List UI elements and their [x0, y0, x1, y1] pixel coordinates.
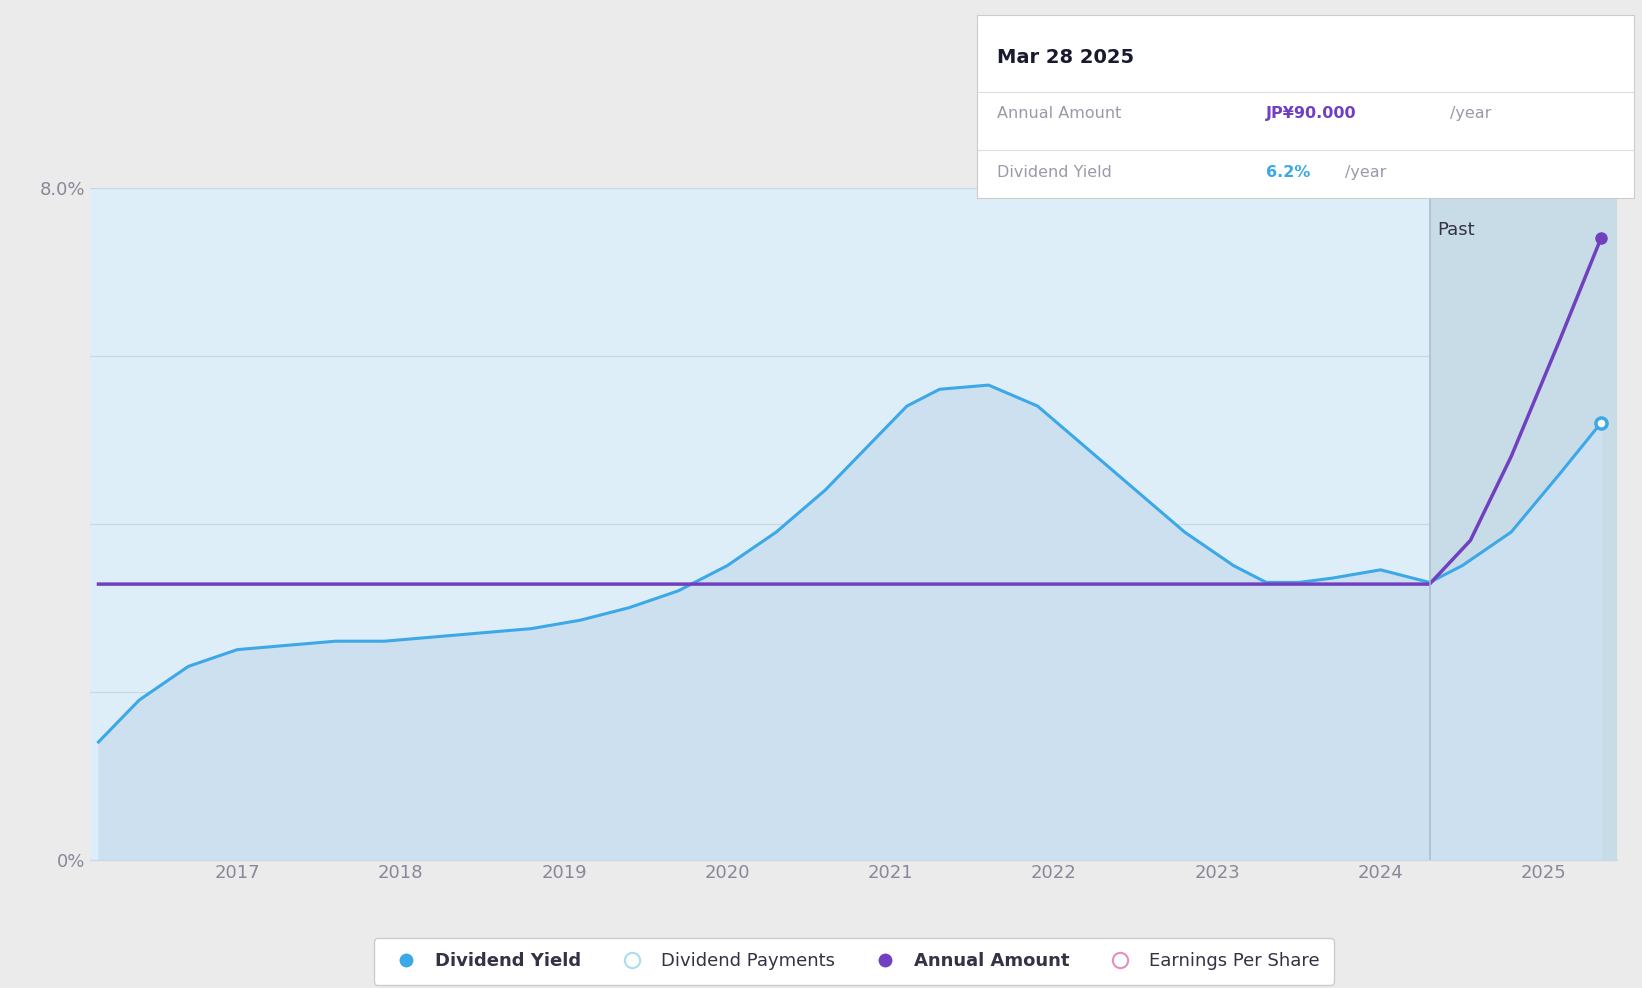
Text: Mar 28 2025: Mar 28 2025 — [997, 47, 1135, 67]
Text: Dividend Yield: Dividend Yield — [997, 165, 1112, 180]
Legend: Dividend Yield, Dividend Payments, Annual Amount, Earnings Per Share: Dividend Yield, Dividend Payments, Annua… — [374, 938, 1333, 985]
Bar — [1430, 188, 1617, 860]
Text: /year: /year — [1345, 165, 1386, 180]
Text: JP¥90.000: JP¥90.000 — [1266, 107, 1356, 122]
Text: 6.2%: 6.2% — [1266, 165, 1310, 180]
Text: Annual Amount: Annual Amount — [997, 107, 1121, 122]
Text: /year: /year — [1450, 107, 1491, 122]
Text: Past: Past — [1438, 221, 1476, 239]
